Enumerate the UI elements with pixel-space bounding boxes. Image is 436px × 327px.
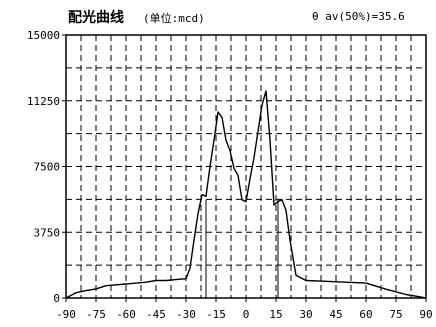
y-tick-labels: 0 3750 7500 11250 15000 — [27, 29, 66, 305]
x-tick-label: 60 — [359, 308, 372, 321]
grid — [66, 35, 426, 298]
chart-unit-label: (单位:mcd) — [143, 11, 205, 25]
y-tick-label: 0 — [53, 292, 60, 305]
x-tick-label: 0 — [243, 308, 250, 321]
intensity-curve — [65, 90, 427, 299]
chart-title: 配光曲线 — [68, 9, 124, 26]
x-tick-label: 90 — [419, 308, 432, 321]
x-tick-label: -60 — [116, 308, 136, 321]
title-group: 配光曲线 (单位:mcd) θ av(50%)=35.6 — [68, 9, 405, 26]
x-tick-label: -30 — [176, 308, 196, 321]
x-tick-label: 45 — [329, 308, 342, 321]
x-tick-label: -75 — [86, 308, 106, 321]
x-tick-label: 15 — [269, 308, 282, 321]
x-tick-label: 75 — [389, 308, 402, 321]
x-tick-label: -90 — [56, 308, 76, 321]
x-tick-labels: -90 -75 -60 -45 -30 -15 0 15 30 45 60 75 90 — [56, 298, 433, 321]
x-tick-label: -15 — [206, 308, 226, 321]
x-tick-label: -45 — [146, 308, 166, 321]
x-tick-label: 30 — [299, 308, 312, 321]
series-group — [65, 90, 427, 299]
half-intensity-markers — [205, 199, 279, 298]
y-tick-label: 11250 — [27, 95, 60, 108]
chart-annotation: θ av(50%)=35.6 — [312, 10, 405, 23]
y-tick-label: 15000 — [27, 29, 60, 42]
y-tick-label: 7500 — [34, 161, 61, 174]
y-tick-label: 3750 — [34, 226, 61, 239]
